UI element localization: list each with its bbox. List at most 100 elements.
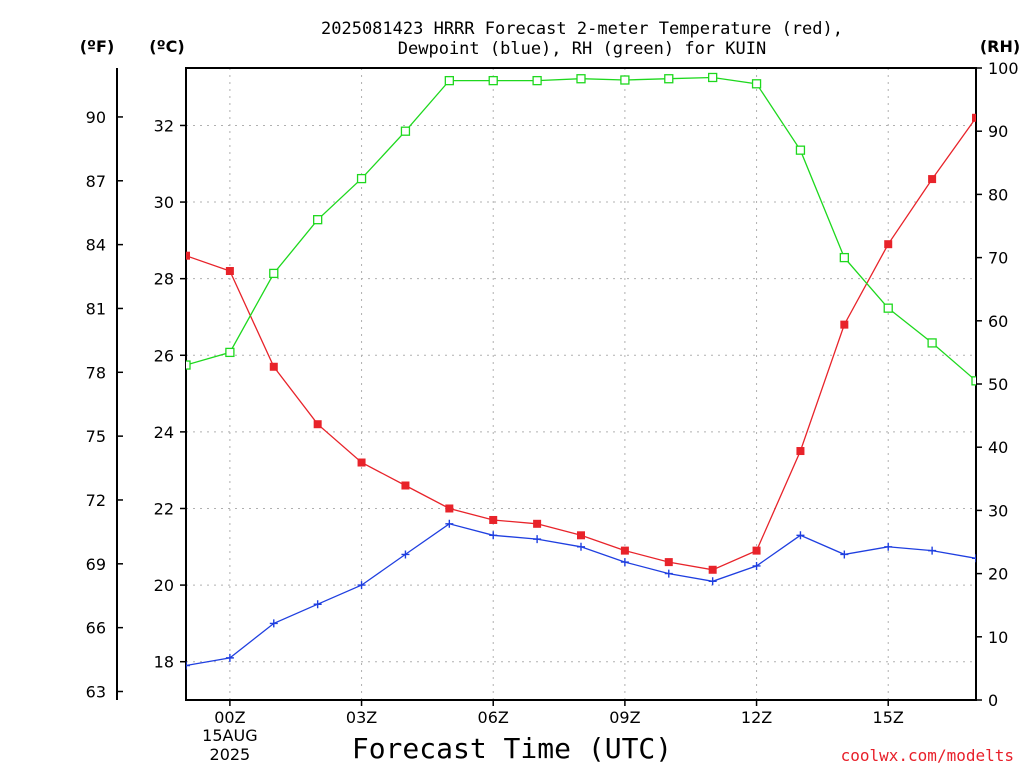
rh-point — [751, 79, 762, 89]
rh-point — [400, 126, 411, 136]
dewpoint-point — [357, 581, 366, 590]
temperature-point — [620, 546, 629, 555]
rh-tick-label: 30 — [988, 501, 1008, 520]
chart-title-line2: Dewpoint (blue), RH (green) for KUIN — [398, 39, 766, 59]
grid — [186, 68, 976, 700]
rh-point — [313, 215, 323, 225]
temperature-point — [269, 362, 278, 371]
rh-tick-label: 100 — [988, 59, 1019, 78]
dewpoint-point — [928, 546, 937, 555]
credit-label: coolwx.com/modelts — [841, 746, 1014, 765]
x-tick-label: 12Z — [741, 708, 772, 727]
temperature-point — [972, 113, 976, 122]
fahrenheit-tick-label: 84 — [86, 236, 106, 255]
fahrenheit-tick-label: 90 — [86, 108, 106, 127]
rh-point — [225, 347, 235, 358]
dewpoint-point — [313, 600, 322, 609]
celsius-tick-label: 22 — [154, 499, 174, 518]
temperature-point — [186, 251, 190, 260]
celsius-tick-label: 18 — [154, 653, 174, 672]
celsius-axis: 18 20 22 24 26 28 30 32 — [154, 116, 186, 672]
fahrenheit-tick-label: 63 — [86, 682, 106, 701]
x-tick-year-label: 2025 — [210, 745, 251, 764]
fahrenheit-tick-label: 81 — [86, 299, 106, 318]
temperature-point — [664, 558, 673, 567]
series-layer — [186, 72, 976, 670]
fahrenheit-axis: 63 66 69 72 75 78 81 84 87 90 — [86, 108, 123, 701]
rh-point — [444, 75, 454, 86]
rh-point — [927, 338, 937, 348]
rh-tick-label: 80 — [988, 185, 1008, 204]
dewpoint-point — [533, 535, 542, 544]
fahrenheit-unit-label: (ºF) — [80, 37, 115, 56]
dewpoint-point — [884, 542, 893, 551]
rh-tick-label: 0 — [988, 691, 998, 710]
temperature-point — [577, 531, 585, 540]
dewpoint-point — [577, 542, 585, 551]
dewpoint-point — [620, 558, 629, 567]
rh-point — [356, 173, 367, 184]
temperature-line — [186, 117, 976, 571]
rh-point — [971, 376, 976, 386]
dewpoint-point — [401, 550, 410, 559]
rh-point — [839, 252, 849, 263]
temperature-point — [401, 481, 410, 490]
rh-point — [576, 74, 586, 84]
rh-point — [620, 75, 630, 85]
rh-point — [708, 72, 718, 83]
dewpoint-point — [796, 531, 805, 540]
celsius-tick-label: 32 — [154, 116, 174, 135]
rh-point — [186, 360, 191, 370]
temperature-point — [225, 267, 234, 276]
temperature-point — [840, 320, 849, 329]
dewpoint-point — [752, 561, 761, 570]
celsius-unit-label: (ºC) — [149, 37, 184, 56]
celsius-tick-label: 24 — [154, 423, 174, 442]
temperature-point — [489, 515, 498, 524]
rh-point — [532, 75, 542, 86]
x-tick-date-label: 15AUG — [202, 726, 257, 745]
dewpoint-point — [489, 531, 498, 540]
dewpoint-series — [186, 519, 976, 670]
plot-frame — [185, 67, 977, 701]
rh-point — [488, 75, 498, 86]
rh-point — [883, 303, 893, 313]
fahrenheit-tick-label: 66 — [86, 619, 106, 638]
temperature-point — [357, 458, 366, 467]
rh-tick-label: 70 — [988, 249, 1008, 268]
x-tick-label: 15Z — [873, 708, 904, 727]
celsius-tick-label: 28 — [154, 270, 174, 289]
fahrenheit-tick-label: 72 — [86, 491, 106, 510]
rh-tick-label: 50 — [988, 375, 1008, 394]
rh-tick-label: 10 — [988, 628, 1008, 647]
temperature-point — [708, 565, 717, 574]
temperature-point — [445, 504, 454, 513]
dewpoint-point — [225, 653, 234, 662]
fahrenheit-tick-label: 78 — [86, 363, 106, 382]
rh-point — [269, 268, 279, 279]
chart-title-line1: 2025081423 HRRR Forecast 2-meter Tempera… — [321, 19, 843, 39]
celsius-tick-label: 30 — [154, 193, 174, 212]
temperature-point — [884, 240, 893, 249]
rh-unit-label: (RH) — [980, 37, 1020, 56]
x-tick-label: 06Z — [478, 708, 509, 727]
temperature-point — [533, 519, 542, 528]
rh-series — [186, 72, 976, 386]
x-axis-label: Forecast Time (UTC) — [352, 732, 672, 765]
temperature-point — [752, 546, 761, 555]
x-tick-label: 03Z — [346, 708, 377, 727]
fahrenheit-tick-label: 69 — [86, 555, 106, 574]
rh-tick-label: 60 — [988, 312, 1008, 331]
fahrenheit-tick-label: 75 — [86, 427, 106, 446]
dewpoint-point — [664, 569, 673, 578]
rh-tick-label: 90 — [988, 122, 1008, 141]
dewpoint-point — [972, 554, 976, 563]
fahrenheit-tick-label: 87 — [86, 172, 106, 191]
dewpoint-point — [840, 550, 849, 559]
dewpoint-point — [186, 661, 190, 670]
dewpoint-point — [445, 519, 454, 528]
celsius-tick-label: 20 — [154, 576, 174, 595]
temperature-series — [186, 113, 976, 574]
